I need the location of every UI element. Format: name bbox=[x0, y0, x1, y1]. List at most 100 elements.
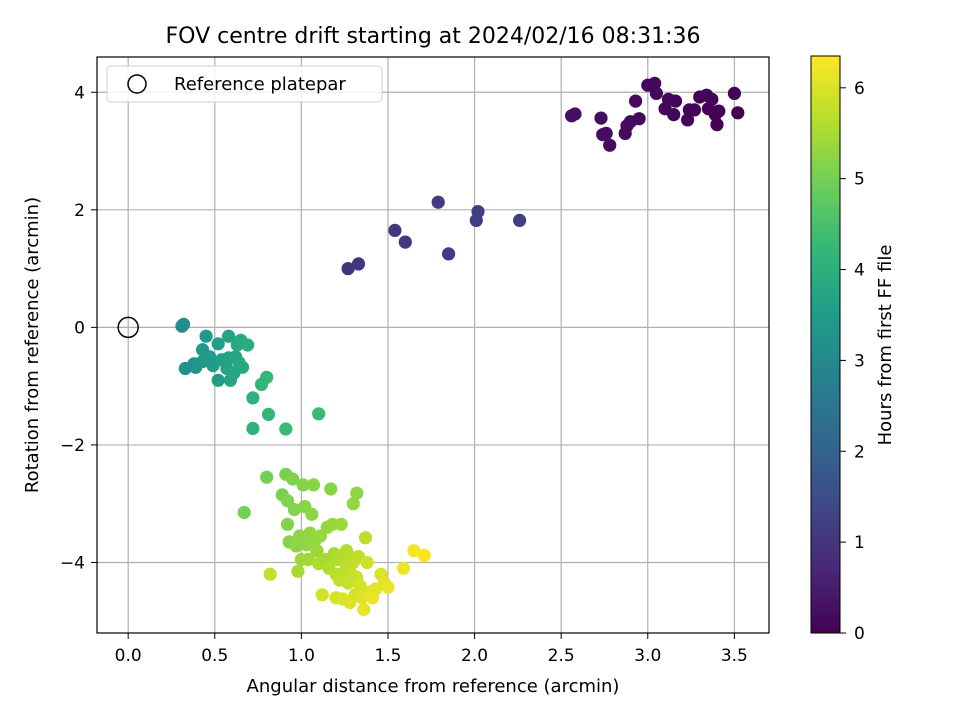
data-point bbox=[199, 329, 213, 343]
data-point bbox=[306, 478, 321, 492]
colorbar-tick-label: 1 bbox=[854, 533, 865, 553]
x-tick-label: 2.0 bbox=[461, 646, 488, 666]
y-axis: −4 −2 0 2 4 bbox=[60, 83, 97, 573]
data-point bbox=[293, 529, 307, 543]
data-point bbox=[235, 360, 250, 374]
data-point bbox=[312, 407, 326, 421]
data-point bbox=[241, 338, 255, 352]
data-point bbox=[442, 247, 456, 261]
colorbar-tick-label: 5 bbox=[854, 170, 865, 190]
legend: Reference platepar bbox=[106, 65, 383, 103]
data-point bbox=[431, 195, 445, 209]
x-tick-label: 3.0 bbox=[634, 646, 661, 666]
data-point bbox=[246, 391, 260, 405]
data-point bbox=[334, 517, 348, 531]
data-point bbox=[629, 94, 643, 108]
y-axis-label: Rotation from reference (arcmin) bbox=[22, 197, 43, 493]
data-point bbox=[398, 235, 412, 249]
data-point bbox=[712, 104, 726, 118]
data-point bbox=[296, 478, 310, 492]
plot-frame bbox=[96, 56, 770, 634]
data-point bbox=[261, 407, 276, 421]
colorbar bbox=[810, 55, 841, 634]
reference-marker-layer bbox=[117, 316, 139, 339]
data-point bbox=[260, 470, 274, 484]
data-point bbox=[397, 561, 411, 575]
data-point bbox=[177, 317, 191, 331]
data-point bbox=[279, 422, 293, 436]
data-point bbox=[599, 126, 613, 140]
data-point bbox=[222, 329, 236, 343]
data-point bbox=[280, 517, 295, 531]
data-point bbox=[315, 588, 329, 602]
y-tick-label: 4 bbox=[74, 83, 85, 103]
x-tick-label: 1.5 bbox=[374, 646, 401, 666]
data-point bbox=[357, 602, 371, 617]
data-point bbox=[211, 373, 225, 387]
data-point bbox=[211, 337, 225, 351]
y-tick-label: 2 bbox=[74, 201, 85, 221]
data-point bbox=[594, 111, 608, 125]
data-point bbox=[350, 486, 364, 500]
data-point bbox=[301, 552, 315, 567]
chart-title: FOV centre drift starting at 2024/02/16 … bbox=[166, 24, 701, 49]
data-point bbox=[632, 112, 646, 126]
data-point bbox=[417, 548, 431, 563]
data-point bbox=[603, 138, 617, 152]
data-point bbox=[351, 257, 366, 271]
data-point bbox=[346, 497, 360, 511]
data-point bbox=[648, 76, 662, 90]
data-point bbox=[681, 113, 695, 127]
data-point bbox=[305, 507, 319, 521]
colorbar-label: Hours from first FF file bbox=[875, 245, 896, 446]
data-points bbox=[175, 76, 745, 617]
x-axis-label: Angular distance from reference (arcmin) bbox=[247, 676, 620, 697]
x-axis: 0.0 0.5 1.0 1.5 2.0 2.5 3.0 3.5 bbox=[115, 633, 748, 666]
data-point bbox=[353, 579, 367, 593]
data-point bbox=[710, 118, 724, 132]
data-point bbox=[513, 213, 527, 227]
legend-reference-marker bbox=[127, 74, 147, 94]
data-point bbox=[289, 539, 303, 553]
data-point bbox=[568, 107, 582, 121]
colorbar-tick-label: 2 bbox=[854, 442, 865, 462]
data-point bbox=[705, 92, 719, 106]
data-point bbox=[381, 580, 395, 594]
data-point bbox=[286, 472, 300, 486]
data-point bbox=[727, 86, 742, 100]
data-point bbox=[246, 421, 260, 436]
x-tick-label: 0.0 bbox=[115, 646, 142, 666]
x-tick-label: 1.0 bbox=[288, 646, 315, 666]
x-tick-label: 0.5 bbox=[201, 646, 228, 666]
data-point bbox=[388, 223, 402, 237]
data-point bbox=[731, 106, 745, 120]
y-tick-label: −2 bbox=[60, 436, 85, 456]
y-tick-label: −4 bbox=[60, 553, 85, 573]
data-point bbox=[291, 564, 305, 578]
legend-box bbox=[106, 65, 383, 103]
legend-entry-label: Reference platepar bbox=[174, 74, 346, 95]
data-point bbox=[324, 482, 338, 496]
colorbar-axis: 0 1 2 3 4 5 6 bbox=[840, 79, 865, 644]
reference-platepar-marker bbox=[117, 316, 139, 339]
data-point bbox=[310, 544, 324, 558]
data-point bbox=[471, 205, 485, 219]
y-tick-label: 0 bbox=[74, 318, 85, 338]
colorbar-tick-label: 0 bbox=[854, 624, 865, 644]
x-tick-label: 3.5 bbox=[721, 646, 748, 666]
data-point bbox=[358, 531, 373, 545]
colorbar-tick-label: 4 bbox=[854, 261, 865, 281]
data-point bbox=[287, 503, 301, 517]
data-point bbox=[407, 544, 421, 558]
data-point bbox=[341, 262, 355, 276]
data-point bbox=[668, 94, 683, 108]
data-point bbox=[313, 529, 327, 543]
data-point bbox=[687, 103, 702, 117]
data-point bbox=[649, 86, 664, 100]
data-point bbox=[260, 370, 274, 384]
data-point bbox=[360, 555, 374, 570]
data-point bbox=[667, 108, 681, 122]
colorbar-tick-label: 6 bbox=[854, 79, 865, 99]
data-point bbox=[263, 567, 277, 581]
